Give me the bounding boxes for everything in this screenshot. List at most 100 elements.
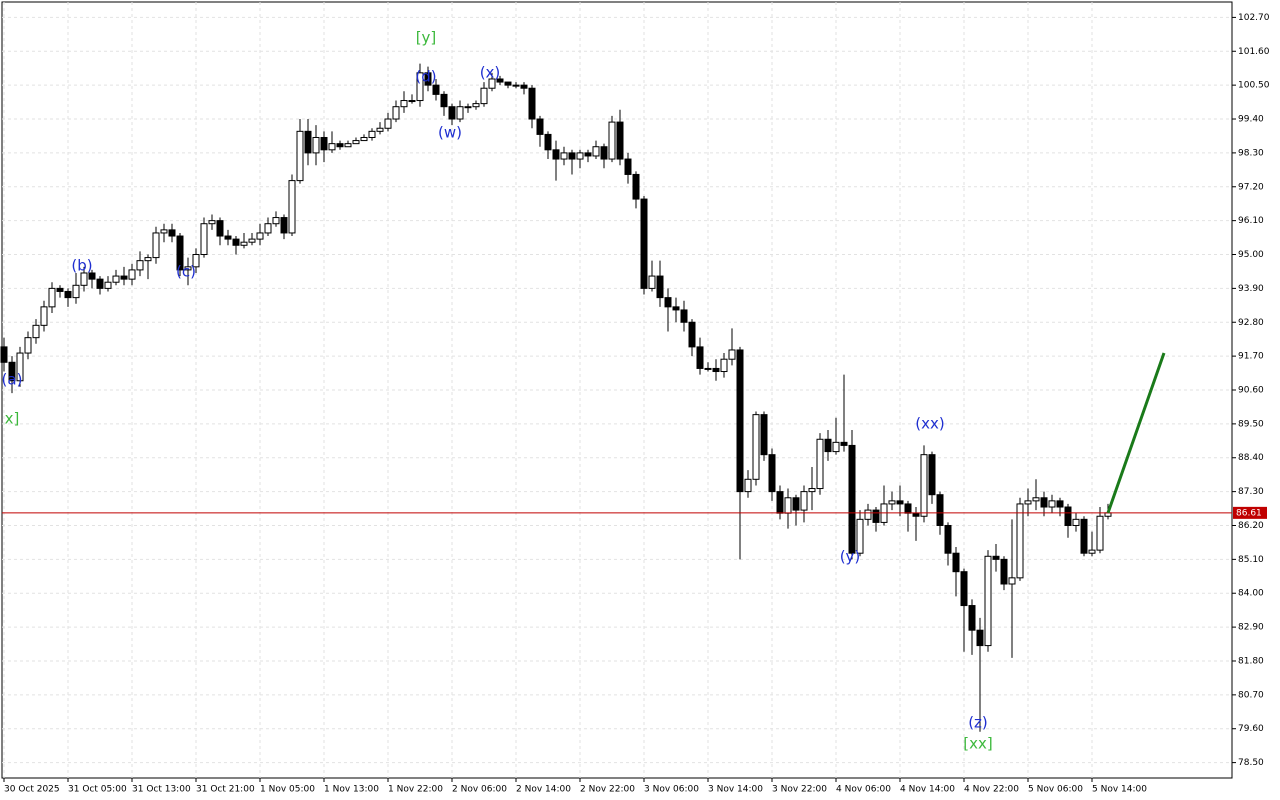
- y-tick-label: 99.40: [1238, 115, 1264, 125]
- candle-body: [432, 84, 440, 95]
- wave-label: [y]: [416, 29, 437, 47]
- x-tick-label: 1 Nov 13:00: [324, 785, 379, 795]
- candle-body: [120, 275, 128, 280]
- candle-body: [568, 152, 576, 160]
- candle: [520, 82, 528, 95]
- candle: [24, 331, 32, 360]
- candle-body: [360, 136, 368, 142]
- y-tick-label: 97.20: [1238, 182, 1264, 192]
- candle-body: [400, 100, 408, 108]
- candle-body: [744, 478, 752, 493]
- candle: [1096, 507, 1104, 554]
- candle: [560, 146, 568, 166]
- candle-body: [392, 106, 400, 120]
- candle-body: [872, 509, 880, 523]
- candle: [128, 263, 136, 286]
- candle: [552, 140, 560, 181]
- candle-body: [776, 491, 784, 514]
- candle: [960, 568, 968, 652]
- candle-body: [288, 180, 296, 234]
- candle-body: [552, 149, 560, 160]
- candle-body: [496, 78, 504, 83]
- candle-body: [136, 260, 144, 271]
- candle: [640, 196, 648, 295]
- candle: [304, 119, 312, 166]
- candle-body: [376, 127, 384, 132]
- candle: [264, 217, 272, 237]
- candle-body: [968, 605, 976, 631]
- candle-body: [352, 140, 360, 145]
- candle: [800, 485, 808, 523]
- candle: [1072, 513, 1080, 532]
- candle-body: [216, 220, 224, 237]
- grid: [2, 2, 1232, 778]
- candle-body: [192, 254, 200, 268]
- candle-body: [1000, 558, 1008, 585]
- candle-body: [264, 223, 272, 234]
- candle: [928, 451, 936, 504]
- y-tick-label: 92.80: [1238, 318, 1264, 328]
- candle: [216, 217, 224, 246]
- candle: [440, 91, 448, 116]
- candle: [360, 134, 368, 142]
- y-tick-label: 101.60: [1238, 47, 1270, 57]
- wave-label: x]: [5, 410, 20, 428]
- candle: [280, 214, 288, 240]
- forecast-line: [1106, 352, 1166, 514]
- candle-body: [576, 152, 584, 160]
- candle: [344, 140, 352, 148]
- candle-body: [544, 133, 552, 151]
- candle: [944, 522, 952, 566]
- candle-body: [520, 84, 528, 89]
- candle-body: [464, 106, 472, 109]
- candle: [992, 543, 1000, 572]
- candle: [0, 337, 8, 372]
- candle: [1080, 516, 1088, 557]
- candle-body: [848, 444, 856, 554]
- candle: [568, 149, 576, 175]
- candle-body: [296, 130, 304, 182]
- candle: [856, 510, 864, 557]
- candle: [608, 115, 616, 163]
- candle-body: [48, 287, 56, 308]
- candle: [488, 72, 496, 92]
- candle-body: [864, 509, 872, 520]
- candle: [672, 297, 680, 323]
- candle-body: [416, 72, 424, 102]
- candle-body: [832, 441, 840, 453]
- candle-body: [80, 272, 88, 286]
- candle: [328, 131, 336, 153]
- candle-body: [992, 555, 1000, 560]
- candle: [752, 411, 760, 486]
- candle-body: [1064, 506, 1072, 526]
- candle: [656, 260, 664, 307]
- candle-body: [384, 118, 392, 129]
- candle: [64, 288, 72, 307]
- candle-body: [616, 121, 624, 160]
- candle-body: [984, 555, 992, 647]
- candle-body: [664, 297, 672, 308]
- candle: [144, 254, 152, 280]
- y-tick-label: 80.70: [1238, 690, 1264, 700]
- candle: [680, 300, 688, 332]
- candle: [952, 547, 960, 597]
- candle: [176, 232, 184, 277]
- x-tick-label: 3 Nov 06:00: [644, 785, 699, 795]
- candle: [1032, 479, 1040, 511]
- candle: [408, 94, 416, 104]
- candle-body: [448, 106, 456, 120]
- candle-body: [72, 284, 80, 299]
- candle-body: [736, 349, 744, 493]
- candle: [168, 223, 176, 243]
- candle-body: [16, 352, 24, 382]
- candle: [808, 466, 816, 511]
- candle: [392, 100, 400, 123]
- candle-body: [824, 438, 832, 453]
- candle: [600, 143, 608, 169]
- candle: [120, 266, 128, 286]
- candle-body: [104, 281, 112, 289]
- candle-body: [280, 217, 288, 234]
- candle-body: [152, 232, 160, 259]
- candle: [456, 100, 464, 123]
- candle: [760, 411, 768, 461]
